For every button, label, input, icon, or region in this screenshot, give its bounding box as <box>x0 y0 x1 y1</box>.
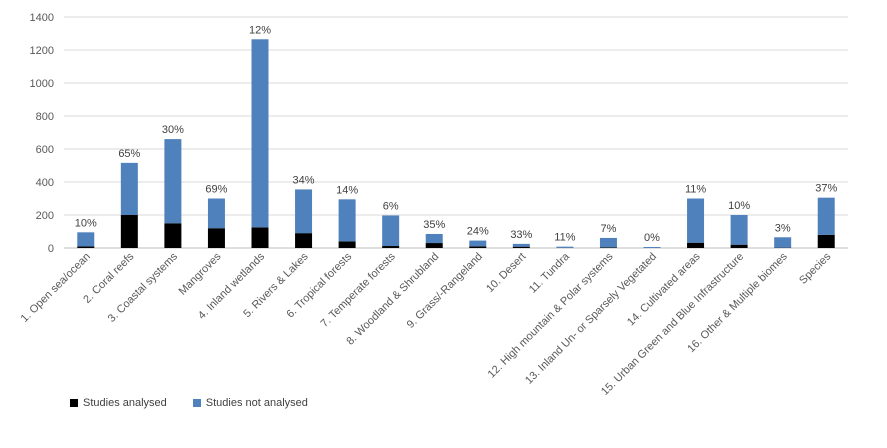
legend-swatch-analysed <box>70 399 78 407</box>
bar-studies-not-analysed <box>425 233 443 244</box>
y-tick-label: 1200 <box>30 45 54 57</box>
x-category-label: 11. Tundra <box>527 250 573 296</box>
y-tick-label: 600 <box>36 144 54 156</box>
data-label: 37% <box>815 183 837 195</box>
data-label: 11% <box>685 184 706 196</box>
legend-item-analysed: Studies analysed <box>70 397 167 409</box>
bar-studies-not-analysed <box>382 215 400 247</box>
bar-studies-analysed <box>295 233 313 248</box>
bar-studies-analysed <box>164 223 182 248</box>
y-axis-tick-labels: 0 200 400 600 800 1000 1200 1400 <box>30 12 54 255</box>
y-tick-label: 1000 <box>30 78 54 90</box>
bar-studies-not-analysed <box>295 189 313 234</box>
bar-studies-analysed <box>120 215 138 248</box>
bar-studies-analysed <box>382 246 400 248</box>
data-label: 24% <box>467 226 489 238</box>
bar-studies-analysed <box>599 247 617 248</box>
gridlines <box>64 16 848 249</box>
y-tick-label: 0 <box>48 243 54 255</box>
bar-studies-not-analysed <box>643 247 661 248</box>
bar-studies-analysed <box>251 227 269 248</box>
bar-studies-analysed <box>817 234 835 248</box>
y-tick-label: 400 <box>36 177 54 189</box>
bar-studies-not-analysed <box>164 139 182 224</box>
x-category-label: 1. Open sea/ocean <box>19 251 93 325</box>
x-category-label: 10. Desert <box>484 251 528 295</box>
data-label: 35% <box>423 219 445 231</box>
bar-studies-not-analysed <box>599 237 617 248</box>
bar-studies-not-analysed <box>730 215 748 245</box>
y-tick-label: 1400 <box>30 12 54 24</box>
bar-studies-analysed <box>469 246 487 248</box>
bar-studies-not-analysed <box>251 39 269 228</box>
data-label: 65% <box>118 148 140 160</box>
bar-studies-not-analysed <box>207 198 225 229</box>
data-label: 12% <box>249 24 271 36</box>
legend-item-not-analysed: Studies not analysed <box>192 397 308 409</box>
data-label: 6% <box>383 200 399 212</box>
data-label: 0% <box>644 232 660 244</box>
data-label: 14% <box>336 184 358 196</box>
bar-studies-not-analysed <box>512 243 530 247</box>
bar-studies-analysed <box>207 228 225 248</box>
bar-studies-not-analysed <box>469 240 487 247</box>
data-label: 69% <box>205 184 227 196</box>
bar-studies-analysed <box>77 246 95 248</box>
bar-studies-analysed <box>338 241 356 248</box>
x-category-label: Mangroves <box>177 250 224 297</box>
data-label: 10% <box>728 200 750 212</box>
data-label: 7% <box>600 223 616 235</box>
x-category-label: 9. Grass/-Rangeland <box>405 251 485 331</box>
legend-label-not-analysed: Studies not analysed <box>205 397 308 409</box>
data-label: 33% <box>510 229 532 241</box>
bar-studies-not-analysed <box>120 162 138 215</box>
data-label: 30% <box>162 124 184 136</box>
y-tick-label: 200 <box>36 210 54 222</box>
legend-swatch-not-analysed <box>192 399 201 407</box>
bar-studies-analysed <box>730 244 748 248</box>
bar-studies-not-analysed <box>77 232 95 247</box>
bar-studies-not-analysed <box>774 237 792 248</box>
bar-studies-analysed <box>425 243 443 248</box>
data-label: 34% <box>293 174 315 186</box>
legend-label-analysed: Studies analysed <box>83 397 167 409</box>
data-labels: 10% 65% 30% 69% 12% 34% 14% 6% 35% 24% 33% 11% 7% 0% 1… <box>75 24 838 244</box>
bars <box>77 39 835 248</box>
bar-studies-analysed <box>687 242 705 248</box>
legend: Studies analysed Studies not analysed <box>70 397 308 409</box>
bar-studies-not-analysed <box>817 197 835 235</box>
bar-studies-not-analysed <box>338 199 356 242</box>
bar-studies-not-analysed <box>556 246 574 248</box>
bar-studies-not-analysed <box>687 198 705 243</box>
bar-studies-analysed <box>512 246 530 248</box>
x-category-label: Species <box>797 250 834 287</box>
x-category-label: 14. Cultivated areas <box>625 250 703 328</box>
x-category-label: 7. Temperate forests <box>319 250 399 330</box>
y-tick-label: 800 <box>36 111 54 123</box>
data-label: 11% <box>554 232 575 244</box>
data-label: 10% <box>75 217 97 229</box>
data-label: 3% <box>775 222 791 234</box>
